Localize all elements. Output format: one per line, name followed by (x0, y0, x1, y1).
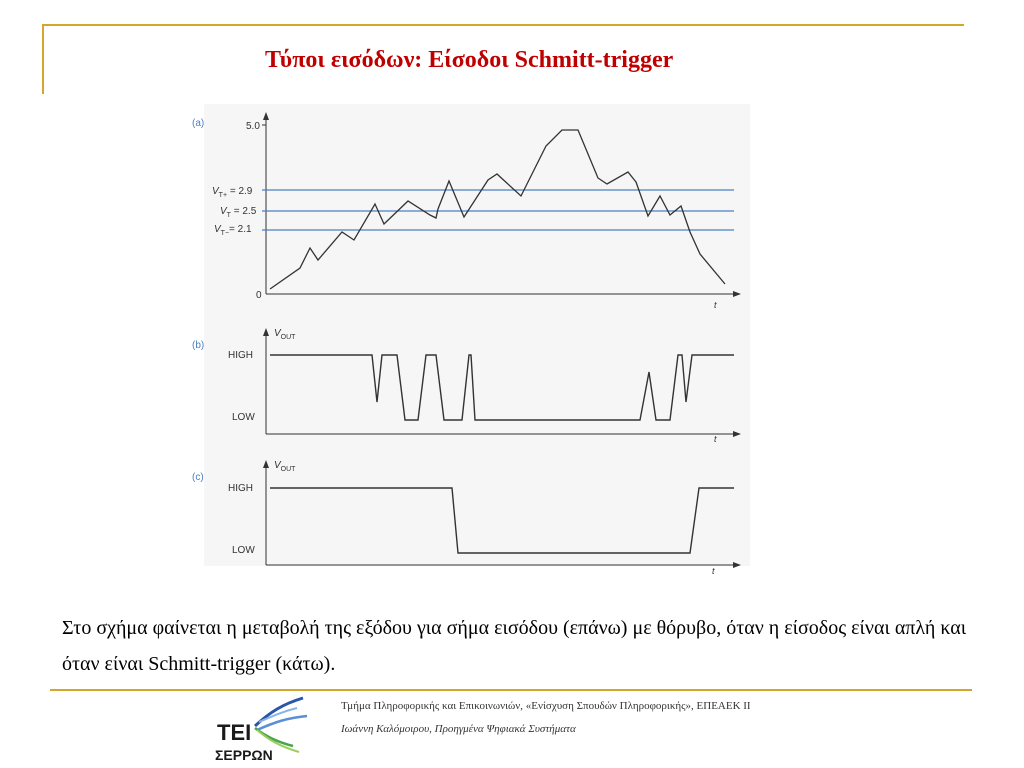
panel-a-label: (a) (192, 118, 204, 129)
panel-b-high-label: HIGH (228, 350, 253, 361)
panel-b-x-arrow (733, 431, 741, 437)
panel-c-time-label: t (712, 566, 715, 576)
svg-text:ΤΕΙ: ΤΕΙ (217, 720, 251, 745)
panel-b-label: (b) (192, 340, 204, 351)
panel-c-high-label: HIGH (228, 483, 253, 494)
panel-c-label: (c) (192, 472, 204, 483)
panel-c-low-label: LOW (232, 545, 255, 556)
panel-b-low-label: LOW (232, 412, 255, 423)
figure-background (204, 104, 750, 566)
y-max-label: 5.0 (246, 121, 260, 132)
footer-author-text: Ιωάννη Καλόμοιρου, Προηγμένα Ψηφιακά Συσ… (341, 723, 576, 735)
slide-title: Τύποι εισόδων: Είσοδοι Schmitt-trigger (265, 47, 674, 73)
frame-bottom-line (50, 689, 972, 691)
noisy-input-signal (269, 129, 726, 290)
panel-b-vout-label: VOUT (274, 328, 296, 341)
threshold-label-vt-minus: VT−= 2.1 (214, 224, 252, 237)
panel-c-y-arrow (263, 460, 269, 468)
schmitt-trigger-output (270, 487, 734, 554)
tei-serron-logo: ΤΕΙ ΣΕΡΡΩΝ (215, 696, 308, 763)
threshold-label-vt-plus: VT+ = 2.9 (212, 186, 253, 199)
panel-b-time-label: t (714, 434, 717, 444)
caption-text: Στο σχήμα φαίνεται η μεταβολή της εξόδου… (62, 617, 967, 675)
frame-left-line (42, 24, 44, 94)
panel-b-y-arrow (263, 328, 269, 336)
panel-a-time-label: t (714, 300, 717, 310)
footer-department-text: Τμήμα Πληροφορικής και Επικοινωνιών, «Εν… (341, 700, 751, 712)
schmitt-trigger-figure: (a) 5.0 0 VT+ = 2.9 VT = 2.5 VT−= 2.1 t … (192, 104, 750, 576)
panel-a-x-arrow (733, 291, 741, 297)
simple-input-output (270, 354, 734, 421)
y-zero-label: 0 (256, 290, 262, 301)
frame-top-line (42, 24, 964, 26)
panel-a-y-arrow (263, 112, 269, 120)
threshold-label-vt: VT = 2.5 (220, 206, 257, 219)
panel-c-x-arrow (733, 562, 741, 568)
panel-c-vout-label: VOUT (274, 460, 296, 473)
svg-text:ΣΕΡΡΩΝ: ΣΕΡΡΩΝ (215, 747, 273, 763)
